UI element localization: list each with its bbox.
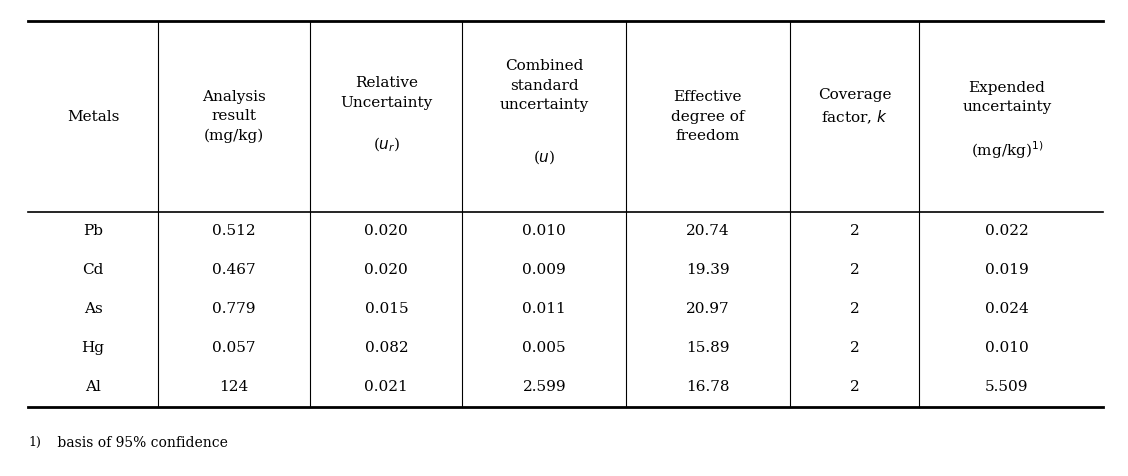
Text: 20.97: 20.97 [686, 302, 730, 317]
Text: 2: 2 [849, 341, 860, 356]
Text: 0.009: 0.009 [522, 263, 566, 278]
Text: Coverage
factor, $k$: Coverage factor, $k$ [818, 88, 891, 126]
Text: 2: 2 [849, 380, 860, 395]
Text: Relative
Uncertainty: Relative Uncertainty [341, 76, 432, 109]
Text: 0.512: 0.512 [212, 224, 256, 238]
Text: 0.020: 0.020 [364, 224, 408, 238]
Text: Effective
degree of
freedom: Effective degree of freedom [671, 90, 744, 143]
Text: 16.78: 16.78 [686, 380, 730, 395]
Text: As: As [83, 302, 103, 317]
Text: 0.057: 0.057 [212, 341, 256, 356]
Text: Pb: Pb [83, 224, 103, 238]
Text: ($u$): ($u$) [534, 148, 555, 166]
Text: 0.779: 0.779 [212, 302, 256, 317]
Text: 0.011: 0.011 [522, 302, 566, 317]
Text: 0.005: 0.005 [522, 341, 566, 356]
Text: ($u_r$): ($u_r$) [372, 136, 400, 154]
Text: 0.020: 0.020 [364, 263, 408, 278]
Text: 2: 2 [849, 224, 860, 238]
Text: 2: 2 [849, 302, 860, 317]
Text: 0.467: 0.467 [212, 263, 256, 278]
Text: Expended
uncertainty: Expended uncertainty [962, 81, 1051, 114]
Text: (mg/kg)$^{1)}$: (mg/kg)$^{1)}$ [970, 139, 1043, 161]
Text: 5.509: 5.509 [985, 380, 1029, 395]
Text: 0.022: 0.022 [985, 224, 1029, 238]
Text: 15.89: 15.89 [686, 341, 730, 356]
Text: 0.010: 0.010 [985, 341, 1029, 356]
Text: 2: 2 [849, 263, 860, 278]
Text: Combined
standard
uncertainty: Combined standard uncertainty [500, 59, 589, 112]
Text: 0.021: 0.021 [364, 380, 408, 395]
Text: Analysis
result
(mg/kg): Analysis result (mg/kg) [202, 90, 266, 143]
Text: 20.74: 20.74 [686, 224, 730, 238]
Text: Al: Al [85, 380, 102, 395]
Text: 0.082: 0.082 [364, 341, 408, 356]
Text: 0.019: 0.019 [985, 263, 1029, 278]
Text: 1): 1) [28, 436, 41, 449]
Text: 0.010: 0.010 [522, 224, 566, 238]
Text: Hg: Hg [81, 341, 105, 356]
Text: Metals: Metals [67, 109, 120, 124]
Text: 0.024: 0.024 [985, 302, 1029, 317]
Text: 19.39: 19.39 [686, 263, 730, 278]
Text: 124: 124 [220, 380, 248, 395]
Text: Cd: Cd [82, 263, 104, 278]
Text: basis of 95% confidence: basis of 95% confidence [53, 436, 228, 450]
Text: 2.599: 2.599 [522, 380, 566, 395]
Text: 0.015: 0.015 [364, 302, 408, 317]
